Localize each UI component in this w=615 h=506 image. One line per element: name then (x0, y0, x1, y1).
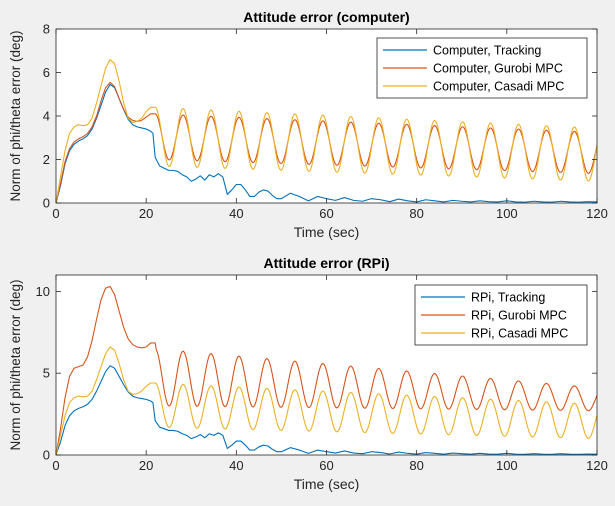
x-tick-label: 20 (139, 206, 153, 221)
chart-title: Attitude error (computer) (243, 9, 409, 25)
x-tick-label: 120 (586, 458, 608, 473)
x-tick-label: 60 (319, 458, 333, 473)
x-tick-label: 100 (496, 458, 518, 473)
x-tick-label: 40 (229, 458, 243, 473)
legend-label-1: RPi, Tracking (471, 291, 545, 305)
x-tick-label: 40 (229, 206, 243, 221)
series-line-3 (56, 346, 597, 455)
series-lines (56, 285, 597, 455)
x-tick-label: 20 (139, 458, 153, 473)
x-tick-label: 80 (409, 206, 423, 221)
series-line-3 (56, 58, 597, 203)
y-axis-label: Norm of phi/theta error (deg) (8, 279, 23, 450)
legend: RPi, Tracking RPi, Gurobi MPC RPi, Casadi … (414, 284, 588, 346)
x-tick-label: 60 (319, 206, 333, 221)
series-line-1 (56, 365, 597, 455)
y-tick-label: 8 (43, 22, 50, 37)
chart-1: 0 20 40 60 80 100 120 0 2 4 6 8 Attitude error (comp… (8, 9, 608, 240)
y-tick-label: 4 (43, 109, 50, 124)
y-axis-label: Norm of phi/theta error (deg) (8, 30, 23, 201)
series-lines (56, 58, 597, 203)
legend-label-2: RPi, Gurobi MPC (471, 309, 567, 323)
y-tick-label: 0 (43, 448, 50, 463)
legend-label-1: Computer, Tracking (433, 44, 541, 58)
y-tick-label: 2 (43, 152, 50, 167)
x-tick-label: 100 (496, 206, 518, 221)
y-tick-label: 6 (43, 65, 50, 80)
legend-label-2: Computer, Gurobi MPC (433, 62, 563, 76)
chart-2: 0 20 40 60 80 100 120 0 5 10 Attitude error (RPi) T… (8, 255, 608, 492)
chart-title: Attitude error (RPi) (264, 255, 390, 271)
legend: Computer, Tracking Computer, Gurobi MPC Co… (376, 37, 588, 99)
x-axis-label: Time (sec) (294, 224, 360, 240)
x-tick-label: 80 (409, 458, 423, 473)
y-tick-label: 0 (43, 196, 50, 211)
x-tick-label: 0 (52, 458, 59, 473)
legend-label-3: Computer, Casadi MPC (433, 80, 564, 94)
series-line-2 (56, 285, 597, 455)
series-line-2 (56, 81, 597, 203)
y-tick-label: 10 (36, 284, 50, 299)
x-tick-label: 120 (586, 206, 608, 221)
x-tick-label: 0 (52, 206, 59, 221)
y-tick-label: 5 (43, 366, 50, 381)
x-axis-label: Time (sec) (294, 476, 360, 492)
legend-label-3: RPi, Casadi MPC (471, 327, 568, 341)
